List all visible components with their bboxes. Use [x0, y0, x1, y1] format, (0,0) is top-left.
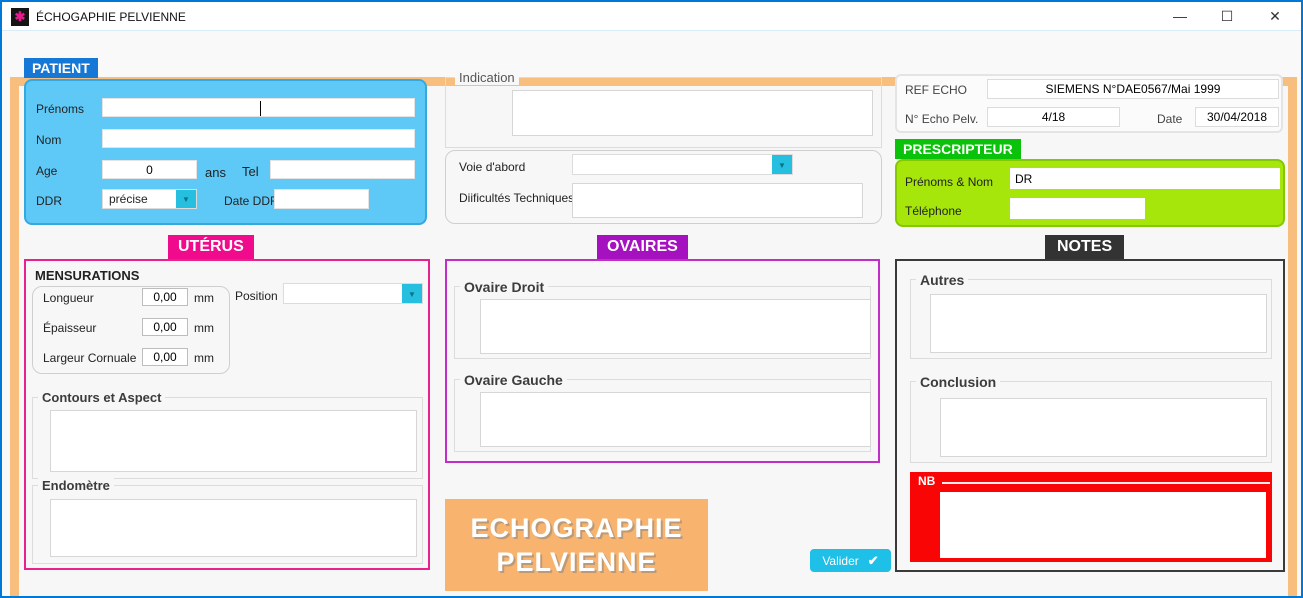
date-label: Date	[1157, 112, 1183, 126]
valider-button-label: Valider	[822, 553, 859, 568]
num-echo-label: N° Echo Pelv.	[905, 112, 979, 126]
notes-section	[895, 259, 1285, 572]
uterus-section-label: UTÉRUS	[168, 235, 254, 259]
voie-abord-dropdown[interactable]: ▼	[572, 154, 793, 175]
autres-label: Autres	[916, 272, 969, 288]
ovaire-gauche-textarea[interactable]	[480, 392, 871, 447]
nb-label: NB	[918, 474, 936, 488]
prescripteur-section-label: PRESCRIPTEUR	[895, 139, 1021, 159]
age-input[interactable]	[102, 160, 197, 179]
nom-input[interactable]	[102, 129, 415, 148]
ref-echo-label: REF ECHO	[905, 83, 968, 97]
difficultes-textarea[interactable]	[572, 183, 863, 218]
age-label: Age	[36, 164, 58, 178]
conclusion-textarea[interactable]	[940, 398, 1267, 457]
epaisseur-label: Épaisseur	[43, 321, 97, 335]
longueur-label: Longueur	[43, 291, 94, 305]
conclusion-groupbox	[910, 381, 1272, 463]
chevron-down-icon[interactable]: ▼	[402, 284, 422, 303]
prenoms-input[interactable]	[102, 98, 415, 117]
close-button[interactable]: ✕	[1269, 8, 1281, 24]
indication-textarea[interactable]	[512, 90, 873, 136]
window-title: ÉCHOGAPHIE PELVIENNE	[36, 10, 186, 24]
position-label: Position	[235, 289, 278, 303]
nb-legend-line	[942, 482, 1270, 484]
prescripteur-nom-input[interactable]	[1010, 168, 1280, 189]
mensurations-groupbox	[32, 286, 230, 374]
endometre-textarea[interactable]	[50, 499, 417, 557]
ddr-label: DDR	[36, 194, 62, 208]
patient-section-label: PATIENT	[24, 58, 98, 78]
notes-section-label: NOTES	[1045, 235, 1125, 259]
indication-label: Indication	[455, 70, 519, 85]
num-echo-input[interactable]	[987, 107, 1120, 127]
longueur-unit: mm	[194, 291, 214, 305]
position-dropdown[interactable]: ▼	[283, 283, 423, 304]
ovaire-gauche-label: Ovaire Gauche	[460, 372, 567, 388]
contours-label: Contours et Aspect	[38, 390, 166, 405]
title-bar: ✱ ÉCHOGAPHIE PELVIENNE — ☐ ✕	[2, 2, 1301, 31]
chevron-down-icon[interactable]: ▼	[176, 190, 196, 208]
prenoms-label: Prénoms	[36, 102, 85, 116]
contours-textarea[interactable]	[50, 410, 417, 472]
minimize-button[interactable]: —	[1173, 8, 1187, 24]
prescripteur-tel-input[interactable]	[1010, 198, 1145, 219]
nb-textarea[interactable]	[940, 492, 1266, 558]
difficultes-label: Diificultés Techniques	[459, 191, 575, 205]
date-input[interactable]	[1195, 107, 1279, 127]
autres-textarea[interactable]	[930, 294, 1267, 353]
tel-label: Tel	[242, 164, 259, 179]
mensurations-label: MENSURATIONS	[35, 268, 140, 283]
banner-line1: ECHOGRAPHIE	[470, 513, 683, 543]
tel-input[interactable]	[270, 160, 415, 179]
ddr-dropdown-value: précise	[109, 192, 148, 206]
autres-groupbox	[910, 279, 1272, 359]
largeur-cornuale-input[interactable]	[142, 348, 188, 366]
nom-label: Nom	[36, 133, 62, 147]
largeur-cornuale-unit: mm	[194, 351, 214, 365]
chevron-down-icon[interactable]: ▼	[772, 155, 792, 174]
banner-line2: PELVIENNE	[496, 547, 657, 577]
prescripteur-tel-label: Téléphone	[905, 204, 962, 218]
ovaire-droit-label: Ovaire Droit	[460, 279, 549, 295]
ref-echo-input[interactable]	[987, 79, 1279, 99]
ddr-dropdown[interactable]: précise ▼	[102, 189, 197, 209]
largeur-cornuale-label: Largeur Cornuale	[43, 351, 137, 365]
date-ddr-label: Date DDR	[224, 194, 279, 208]
longueur-input[interactable]	[142, 288, 188, 306]
maximize-button[interactable]: ☐	[1220, 8, 1234, 24]
prescripteur-nom-label: Prénoms & Nom	[905, 175, 994, 189]
check-icon: ✔	[867, 552, 879, 568]
valider-button[interactable]: Valider ✔	[810, 549, 891, 572]
nb-groupbox: NB	[910, 472, 1272, 562]
epaisseur-unit: mm	[194, 321, 214, 335]
contours-groupbox	[32, 397, 423, 479]
voie-abord-label: Voie d'abord	[459, 160, 526, 174]
ovaire-droit-textarea[interactable]	[480, 299, 871, 354]
ovaires-section-label: OVAIRES	[597, 235, 688, 259]
text-caret	[260, 101, 261, 116]
age-unit-label: ans	[205, 165, 226, 180]
endometre-label: Endomètre	[38, 478, 114, 493]
conclusion-label: Conclusion	[916, 374, 1001, 390]
endometre-groupbox	[32, 485, 423, 564]
uterus-section	[24, 259, 430, 570]
epaisseur-input[interactable]	[142, 318, 188, 336]
date-ddr-input[interactable]	[274, 189, 369, 209]
ovaires-section	[445, 259, 880, 463]
indication-groupbox	[445, 77, 882, 148]
echographie-pelvienne-banner: ECHOGRAPHIE PELVIENNE	[445, 499, 708, 591]
voie-abord-groupbox	[445, 150, 882, 224]
app-icon: ✱	[11, 8, 29, 26]
